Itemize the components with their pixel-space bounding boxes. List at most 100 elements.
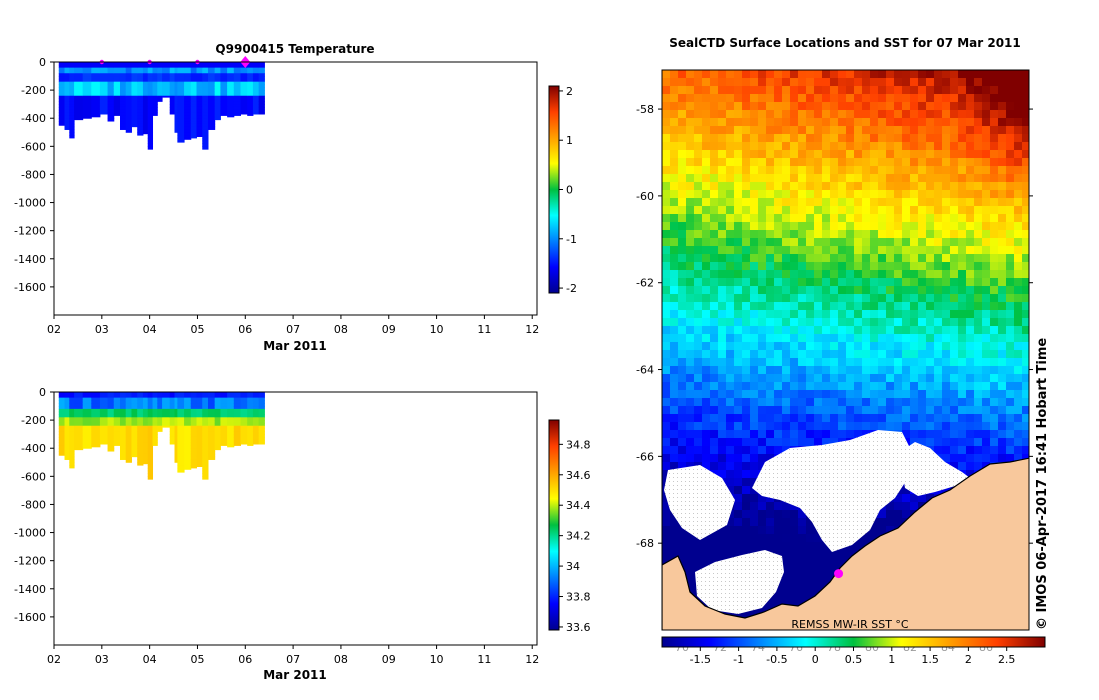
section-cell: [214, 417, 221, 421]
sst-cell: [1014, 278, 1022, 286]
sst-cell: [838, 358, 846, 366]
sst-cell: [846, 150, 854, 158]
section-cell: [220, 106, 228, 111]
section-cell: [107, 428, 115, 432]
section-cell: [147, 411, 154, 415]
sst-cell: [742, 374, 750, 382]
sst-cell: [806, 430, 814, 438]
sst-cell: [702, 158, 710, 166]
section-cell: [137, 451, 144, 455]
sst-cell: [678, 454, 686, 462]
section-cell: [174, 112, 178, 116]
section-cell: [207, 95, 216, 100]
sst-cell: [734, 110, 742, 118]
sst-cell: [694, 422, 702, 430]
section-cell: [233, 420, 242, 424]
y-tick-label: -600: [21, 140, 46, 153]
section-cell: [58, 84, 66, 88]
sst-cell: [742, 174, 750, 182]
sst-cell: [830, 438, 838, 446]
sst-cell: [902, 510, 910, 518]
sst-cell: [886, 70, 894, 78]
sst-cell: [934, 70, 942, 78]
section-cell: [177, 67, 185, 71]
sst-cell: [758, 246, 766, 254]
section-cell: [177, 420, 185, 424]
section-cell: [58, 420, 66, 424]
section-cell: [174, 431, 178, 435]
sst-cell: [814, 70, 822, 78]
section-cell: [125, 78, 132, 83]
sst-cell: [766, 510, 774, 518]
section-cell: [220, 73, 228, 77]
section-cell: [252, 62, 260, 66]
section-cell: [247, 87, 254, 91]
section-cell: [99, 84, 109, 88]
colorbar-tick-label: 34.2: [566, 530, 591, 543]
sst-cell: [1006, 278, 1014, 286]
sst-cell: [990, 78, 998, 86]
section-cell: [252, 64, 260, 69]
section-cell: [207, 394, 216, 399]
sst-cell: [926, 270, 934, 278]
sst-cell: [806, 166, 814, 174]
sst-cell: [1006, 118, 1014, 126]
sst-cell: [918, 118, 926, 126]
sst-cell: [670, 374, 678, 382]
sst-cell: [766, 430, 774, 438]
sst-cell: [838, 182, 846, 190]
section-cell: [177, 92, 185, 97]
sst-cell: [926, 414, 934, 422]
section-cell: [58, 81, 66, 85]
sst-cell: [958, 334, 966, 342]
section-cell: [258, 67, 265, 71]
sst-cell: [942, 150, 950, 158]
sst-cell: [958, 286, 966, 294]
section-cell: [214, 392, 221, 396]
sst-cell: [670, 126, 678, 134]
section-cell: [125, 62, 132, 66]
section-cell: [125, 400, 132, 404]
section-cell: [190, 98, 198, 102]
section-cell: [113, 422, 121, 427]
sst-cell: [998, 454, 1006, 462]
sst-cell: [918, 438, 926, 446]
sst-cell: [950, 462, 958, 470]
sst-cell: [734, 198, 742, 206]
section-cell: [99, 90, 109, 94]
sst-cell: [862, 334, 870, 342]
sst-cell: [678, 190, 686, 198]
sst-cell: [702, 550, 710, 558]
section-cell: [174, 62, 178, 66]
section-cell: [174, 64, 178, 69]
sst-cell: [718, 206, 726, 214]
sst-cell: [934, 318, 942, 326]
sst-cell: [774, 438, 782, 446]
sst-cell: [766, 302, 774, 310]
section-cell: [233, 73, 242, 77]
sst-cell: [854, 294, 862, 302]
sst-cell: [942, 174, 950, 182]
section-cell: [174, 400, 178, 404]
section-cell: [169, 414, 176, 418]
section-cell: [169, 436, 176, 441]
section-cell: [184, 129, 192, 133]
sst-cell: [742, 398, 750, 406]
sst-cell: [798, 230, 806, 238]
section-cell: [202, 84, 209, 88]
sst-cell: [726, 526, 734, 534]
sst-cell: [686, 422, 694, 430]
sst-cell: [726, 190, 734, 198]
section-cell: [131, 90, 138, 94]
section-cell: [82, 76, 92, 80]
sst-cell: [766, 366, 774, 374]
sst-cell: [862, 406, 870, 414]
sst-cell: [710, 550, 718, 558]
sst-cell: [798, 422, 806, 430]
section-cell: [74, 112, 84, 116]
sst-cell: [662, 342, 670, 350]
sst-cell: [974, 142, 982, 150]
section-cell: [137, 115, 144, 119]
sst-cell: [1014, 294, 1022, 302]
sst-cell: [662, 454, 670, 462]
